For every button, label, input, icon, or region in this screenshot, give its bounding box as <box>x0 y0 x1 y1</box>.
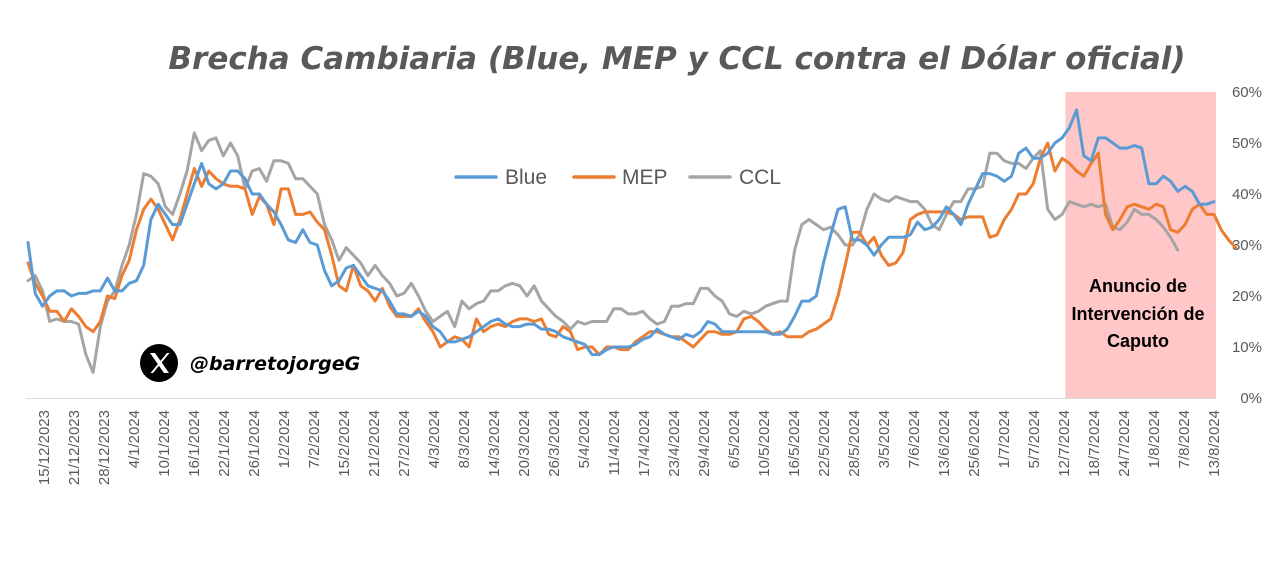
x-tick-label: 7/6/2024 <box>906 410 923 468</box>
annotation-line-2: Intervención de <box>1071 304 1204 324</box>
x-tick-label: 27/2/2024 <box>396 410 413 477</box>
x-tick-label: 5/7/2024 <box>1026 410 1043 468</box>
x-tick-label: 16/1/2024 <box>186 410 203 477</box>
x-tick-label: 17/4/2024 <box>636 410 653 477</box>
x-tick-label: 26/3/2024 <box>546 410 563 477</box>
x-tick-label: 14/3/2024 <box>486 410 503 477</box>
y-tick-label: 0% <box>1240 390 1262 407</box>
annotation-line-1: Anuncio de <box>1089 276 1187 296</box>
y-tick-label: 50% <box>1232 135 1262 152</box>
watermark-handle: @barretojorgeG <box>190 353 360 375</box>
x-tick-label: 13/8/2024 <box>1206 410 1223 477</box>
x-tick-label: 4/3/2024 <box>426 410 443 468</box>
x-tick-label: 12/7/2024 <box>1056 410 1073 477</box>
x-tick-label: 25/6/2024 <box>966 410 983 477</box>
series-line-ccl <box>26 131 1180 374</box>
x-tick-label: 26/1/2024 <box>246 410 263 477</box>
x-tick-label: 13/6/2024 <box>936 410 953 477</box>
intervention-annotation: Anuncio de Intervención de Caputo <box>1071 276 1204 351</box>
x-tick-label: 11/4/2024 <box>606 410 623 476</box>
legend-label-blue: Blue <box>505 166 547 189</box>
x-tick-label: 21/12/2023 <box>66 410 83 485</box>
x-tick-label: 5/4/2024 <box>576 410 593 468</box>
y-tick-label: 10% <box>1232 339 1262 356</box>
x-axis-ticks: 15/12/2023 21/12/2023 28/12/2023 4/1/2024 10… <box>36 410 1223 485</box>
y-tick-label: 60% <box>1232 84 1262 101</box>
y-axis-ticks: 0% 10% 20% 30% 40% 50% 60% <box>1232 84 1262 407</box>
x-tick-label: 15/12/2023 <box>36 410 53 485</box>
x-tick-label: 1/8/2024 <box>1146 410 1163 468</box>
legend: Blue MEP CCL <box>454 166 781 189</box>
x-tick-label: 7/8/2024 <box>1176 410 1193 468</box>
series-lines <box>26 108 1238 374</box>
x-tick-label: 10/1/2024 <box>156 410 173 477</box>
y-tick-label: 30% <box>1232 237 1262 254</box>
x-tick-label: 22/5/2024 <box>816 410 833 477</box>
x-tick-label: 20/3/2024 <box>516 410 533 477</box>
y-tick-label: 20% <box>1232 288 1262 305</box>
annotation-line-3: Caputo <box>1107 331 1169 351</box>
x-tick-label: 29/4/2024 <box>696 410 713 477</box>
x-tick-label: 21/2/2024 <box>366 410 383 477</box>
x-tick-label: 4/1/2024 <box>126 410 143 468</box>
x-logo-icon <box>140 344 178 382</box>
legend-label-mep: MEP <box>622 166 668 189</box>
x-tick-label: 22/1/2024 <box>216 410 233 477</box>
x-tick-label: 24/7/2024 <box>1116 410 1133 477</box>
x-tick-label: 28/5/2024 <box>846 410 863 477</box>
x-tick-label: 1/2/2024 <box>276 410 293 468</box>
intervention-shaded-region <box>1065 92 1216 398</box>
legend-label-ccl: CCL <box>739 166 781 189</box>
x-tick-label: 16/5/2024 <box>786 410 803 477</box>
x-tick-label: 3/5/2024 <box>876 410 893 468</box>
x-tick-label: 1/7/2024 <box>996 410 1013 468</box>
x-tick-label: 23/4/2024 <box>666 410 683 477</box>
series-line-blue <box>26 108 1216 357</box>
x-tick-label: 28/12/2023 <box>96 410 113 485</box>
x-tick-label: 15/2/2024 <box>336 410 353 477</box>
chart-title: Brecha Cambiaria (Blue, MEP y CCL contra… <box>168 41 1185 77</box>
x-tick-label: 7/2/2024 <box>306 410 323 468</box>
x-tick-label: 18/7/2024 <box>1086 410 1103 477</box>
watermark: @barretojorgeG <box>140 344 360 382</box>
y-tick-label: 40% <box>1232 186 1262 203</box>
x-tick-label: 10/5/2024 <box>756 410 773 477</box>
x-tick-label: 6/5/2024 <box>726 410 743 468</box>
x-tick-label: 8/3/2024 <box>456 410 473 468</box>
